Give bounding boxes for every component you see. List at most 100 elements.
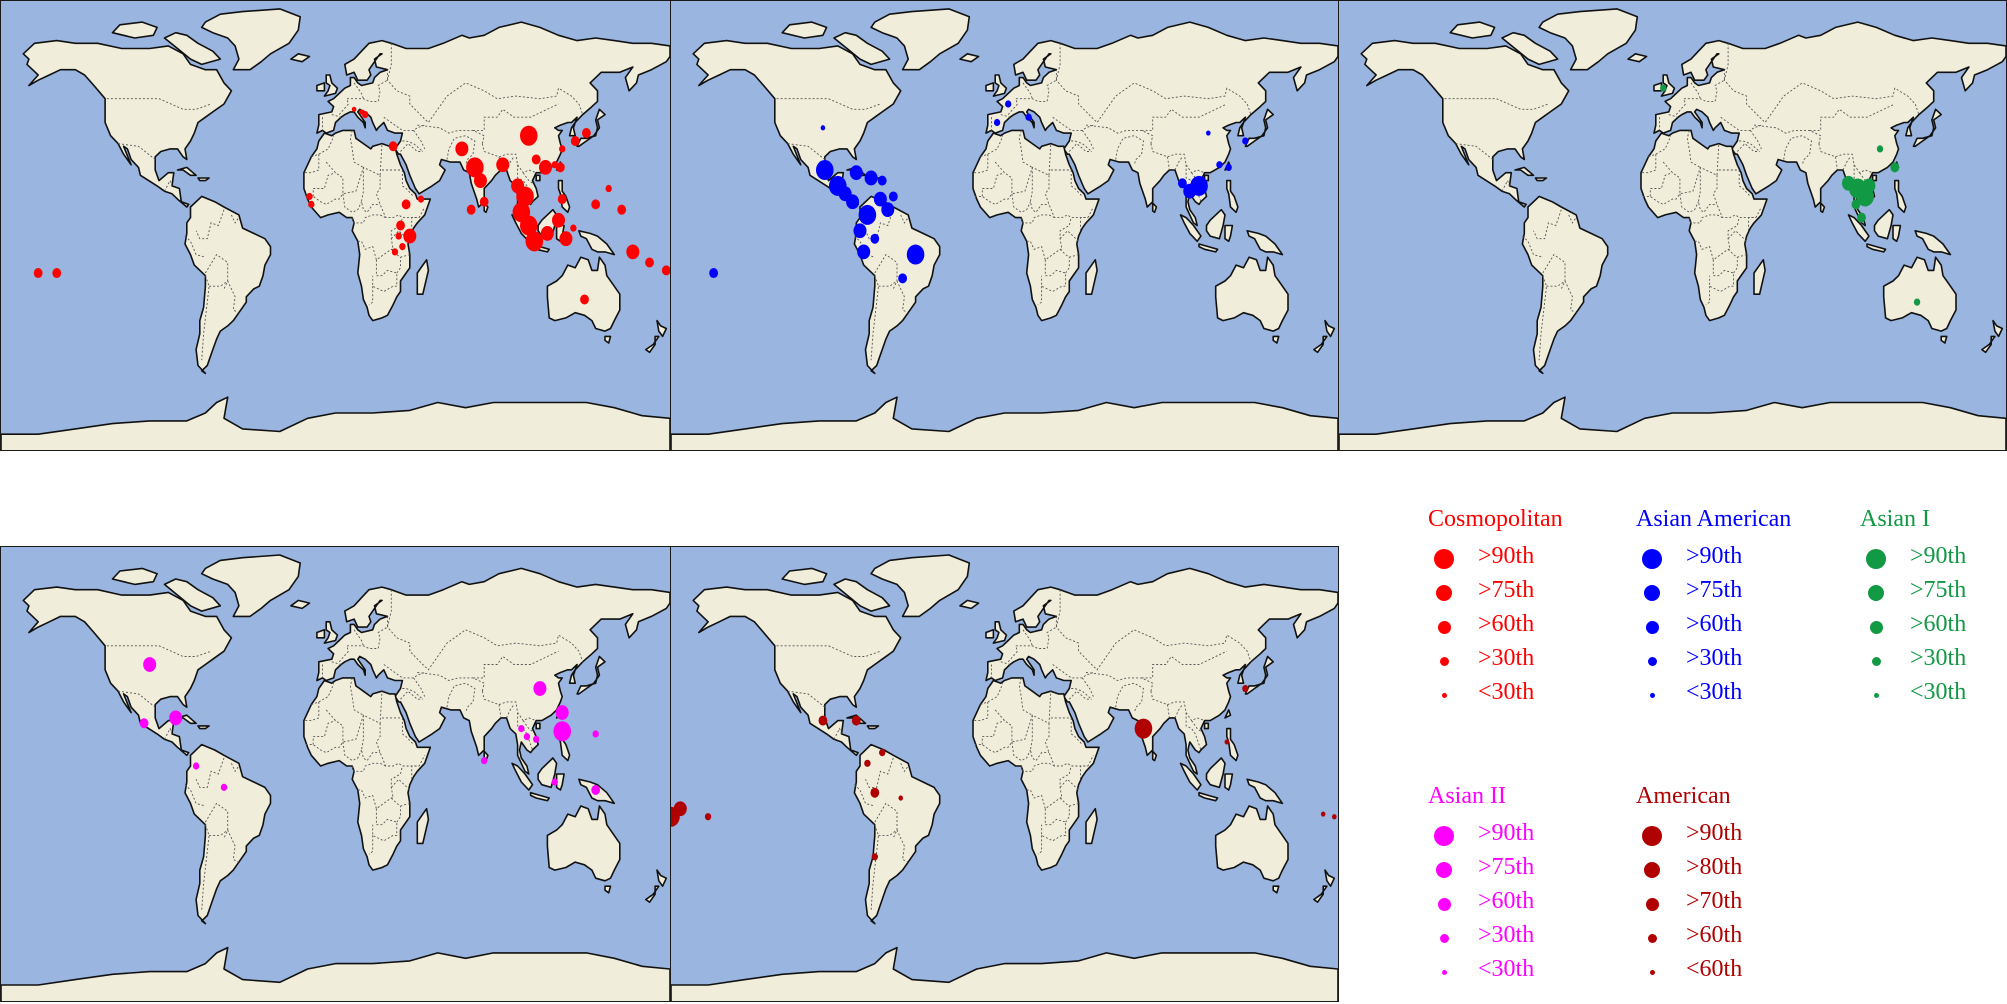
prevalence-marker [551,212,566,228]
landmass [985,567,1338,775]
country-border [209,280,240,314]
landmass [555,773,565,791]
country-border [209,829,240,863]
landmass [959,599,980,610]
country-border [372,808,398,842]
country-border [874,253,898,290]
legend-marker [1441,969,1447,975]
landmass [1214,256,1289,332]
prevalence-marker [555,705,569,720]
prevalence-marker [570,135,580,146]
prevalence-marker [538,159,553,175]
country-border [981,720,1005,745]
landmass [1640,129,1768,322]
country-border [1115,135,1144,165]
prevalence-marker [853,223,867,239]
country-border [342,741,362,762]
country-border [1679,193,1699,213]
prevalence-marker [888,191,898,202]
country-border [1150,691,1205,722]
prevalence-marker [553,721,572,742]
landmass [1912,108,1942,148]
country-border [164,727,173,740]
landmass [200,554,301,618]
legend-label: >70th [1686,888,1743,914]
country-border [390,778,411,791]
country-border [481,143,537,174]
country-border [396,806,401,823]
prevalence-marker [1183,183,1197,199]
country-border [1052,116,1094,131]
landmass [1,946,670,1001]
country-border [368,835,374,855]
landmass [1226,727,1239,762]
legend-label: <30th [1478,956,1535,982]
prevalence-marker [306,192,313,201]
country-border [118,690,156,708]
landmass [604,885,612,894]
landmass [1753,259,1766,295]
legend-marker [1647,933,1657,943]
legend-label: >75th [1478,577,1535,603]
legend-asian-american: Asian American >90th >75th >60th >30th <30th [1636,506,1791,713]
country-border [974,193,1013,205]
country-border [338,69,388,115]
country-border [1642,193,1681,205]
country-border [195,209,225,240]
prevalence-marker [871,853,878,861]
country-border [900,214,909,224]
legend-row: >60th [1860,611,1966,645]
landmass [992,74,1008,97]
country-border [1081,677,1094,697]
legend-marker [1644,585,1660,601]
country-border [1080,217,1088,231]
prevalence-marker [1005,100,1012,108]
country-border [1037,286,1043,306]
prevalence-marker [220,783,228,791]
country-border [1720,116,1762,131]
landmass [511,762,534,791]
legend-marker [1434,826,1454,846]
country-border [506,704,515,719]
country-border [1115,682,1144,713]
prevalence-marker [1890,162,1900,173]
landmass [992,621,1008,644]
country-border [994,691,1052,743]
legend-label: >90th [1478,820,1535,846]
landmass [576,655,606,695]
prevalence-marker [864,759,871,767]
country-border [1068,142,1092,152]
country-border [1568,214,1577,224]
country-border [402,140,424,152]
country-border [1041,808,1067,842]
landmass [535,722,541,730]
prevalence-marker [873,191,887,207]
country-border [1011,193,1031,213]
landmass [1214,805,1289,882]
country-border [1723,43,1920,124]
prevalence-marker [1025,113,1032,121]
landmass [111,567,158,586]
country-border [522,720,533,732]
prevalence-marker [857,244,871,260]
country-border [349,130,364,168]
landmass [578,230,616,256]
country-border [994,143,1052,195]
country-border [973,701,989,722]
country-border [1071,688,1092,700]
country-border [1070,170,1083,197]
country-border [1055,589,1252,671]
prevalence-marker [993,118,1001,127]
prevalence-marker [626,244,640,260]
legend-title: Cosmopolitan [1428,506,1563,532]
country-border [1018,677,1033,716]
landmass [671,946,1338,1001]
prevalence-marker [143,657,157,672]
prevalence-marker [1206,130,1211,136]
legend-row: <60th [1636,956,1742,990]
legend-row: >90th [1636,543,1791,577]
legend-label: >90th [1478,543,1535,569]
prevalence-marker [308,200,315,208]
landmass [1226,179,1239,214]
legend-label: <30th [1686,679,1743,705]
